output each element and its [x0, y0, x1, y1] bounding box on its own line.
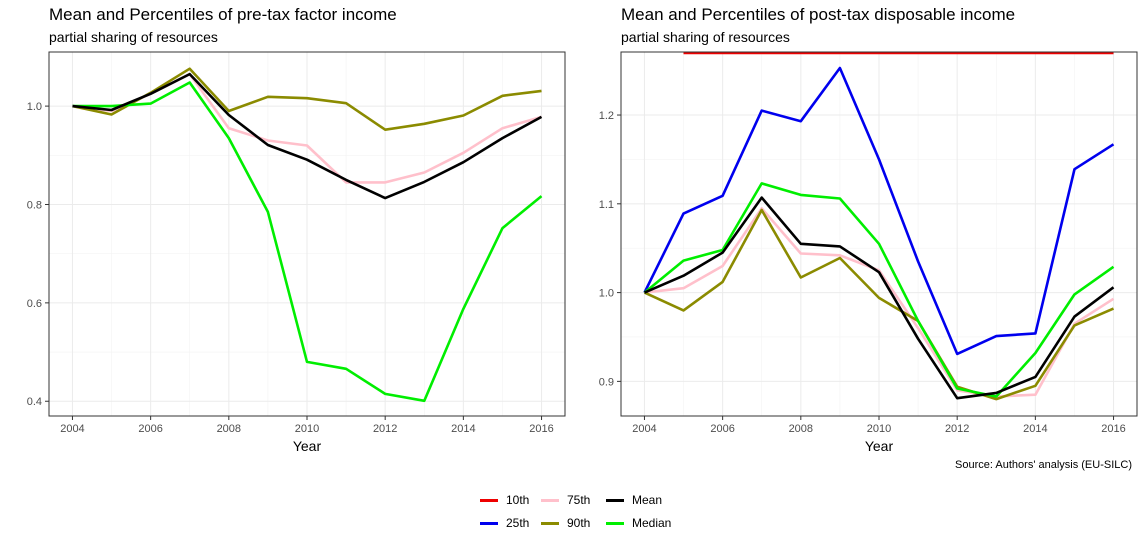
series-line-90th-right [643, 208, 1115, 401]
legend-key-10th [480, 498, 498, 502]
series-line-median-left [72, 81, 543, 403]
legend-key-90th [541, 521, 559, 525]
legend-label-mean: Mean [632, 493, 663, 507]
legend-item-median: Median [606, 516, 671, 530]
chart-title-left: Mean and Percentiles of pre-tax factor i… [49, 5, 397, 24]
x-tick-label: 2012 [373, 423, 397, 435]
legend-key-25th [480, 521, 498, 525]
chart-title-right: Mean and Percentiles of post-tax disposa… [621, 5, 1016, 24]
x-tick-label: 2006 [138, 423, 162, 435]
legend-item-mean: Mean [606, 493, 662, 507]
series-line-75th-right [644, 207, 1115, 398]
x-tick-label: 2012 [945, 423, 969, 435]
legend-item-10th: 10th [480, 493, 529, 507]
x-tick-label: 2014 [451, 423, 475, 435]
x-tick-label: 2004 [60, 423, 84, 435]
y-tick-label: 1.1 [599, 199, 614, 211]
x-tick-label: 2016 [529, 423, 553, 435]
legend-label-75th: 75th [567, 493, 591, 507]
series-line-mean-left [72, 72, 543, 200]
legend-item-90th: 90th [541, 516, 590, 530]
x-tick-label: 2010 [867, 423, 891, 435]
series-line-25th-right [643, 66, 1115, 356]
x-tick-label: 2004 [632, 423, 656, 435]
legend-key-mean [606, 498, 624, 502]
legend-item-75th: 75th [541, 493, 590, 507]
series-line-median-right [643, 182, 1115, 398]
x-axis-title-right: Year [865, 438, 894, 454]
source-caption: Source: Authors' analysis (EU-SILC) [955, 459, 1132, 471]
y-tick-label: 1.0 [599, 288, 614, 300]
y-tick-label: 0.6 [27, 298, 42, 310]
y-tick-label: 1.2 [599, 110, 614, 122]
series-line-mean-right [643, 196, 1115, 400]
chart-subtitle-right: partial sharing of resources [621, 29, 790, 45]
x-tick-label: 2008 [217, 423, 241, 435]
legend-label-10th: 10th [506, 493, 530, 507]
x-tick-label: 2010 [295, 423, 319, 435]
x-tick-label: 2006 [710, 423, 734, 435]
y-tick-label: 0.4 [27, 396, 42, 408]
x-axis-title-left: Year [293, 438, 322, 454]
legend-label-median: Median [632, 516, 672, 530]
y-tick-label: 0.8 [27, 199, 42, 211]
x-tick-label: 2014 [1023, 423, 1047, 435]
legend-label-90th: 90th [567, 516, 591, 530]
legend-key-75th [541, 498, 559, 502]
y-tick-label: 1.0 [27, 101, 42, 113]
x-tick-label: 2016 [1101, 423, 1125, 435]
legend-label-25th: 25th [506, 516, 530, 530]
legend-key-median [606, 521, 624, 525]
chart-subtitle-left: partial sharing of resources [49, 29, 218, 45]
legend-item-25th: 25th [480, 516, 529, 530]
x-tick-label: 2008 [789, 423, 813, 435]
y-tick-label: 0.9 [599, 376, 614, 388]
